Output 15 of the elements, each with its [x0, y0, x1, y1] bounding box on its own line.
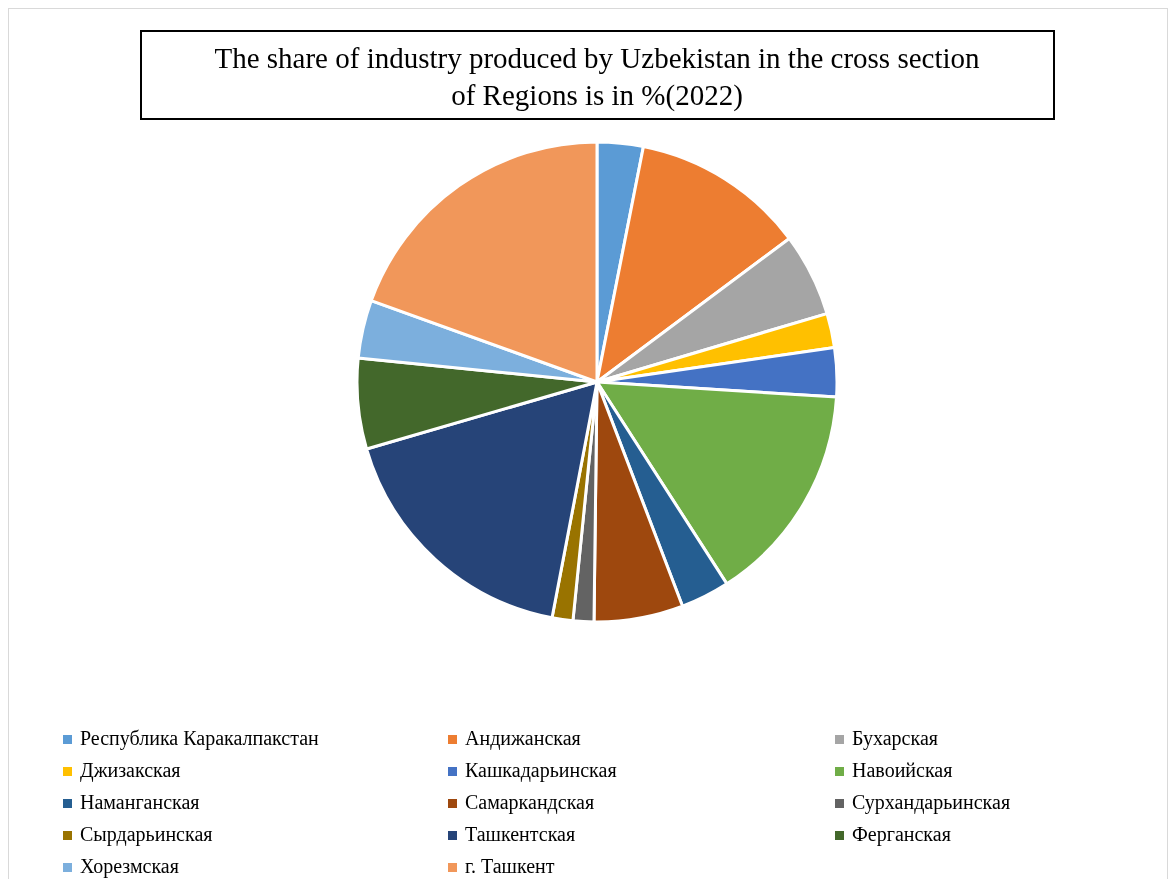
legend-label: Наманганская: [80, 790, 200, 813]
legend-label: Андижанская: [465, 726, 581, 750]
legend-label: Джизакская: [80, 758, 181, 782]
legend-label: Самаркандская: [465, 790, 595, 814]
legend-label: Республика Каракалпакстан: [80, 726, 320, 750]
legend-label: Ташкентская: [465, 822, 576, 845]
legend-label: Ферганская: [852, 822, 951, 846]
legend-label: Навоийская: [852, 758, 953, 781]
legend-label: Кашкадарьинская: [465, 758, 617, 782]
legend-label: г. Ташкент: [465, 854, 555, 877]
legend-label: Сурхандарьинская: [852, 790, 1011, 814]
legend-label: Сырдарьинская: [80, 822, 213, 846]
legend-label: Хорезмская: [80, 854, 179, 878]
chart-title: The share of industry produced by Uzbekistan in the cross section of Regions is in %(2022): [214, 41, 981, 112]
legend-label: Бухарская: [852, 726, 938, 750]
